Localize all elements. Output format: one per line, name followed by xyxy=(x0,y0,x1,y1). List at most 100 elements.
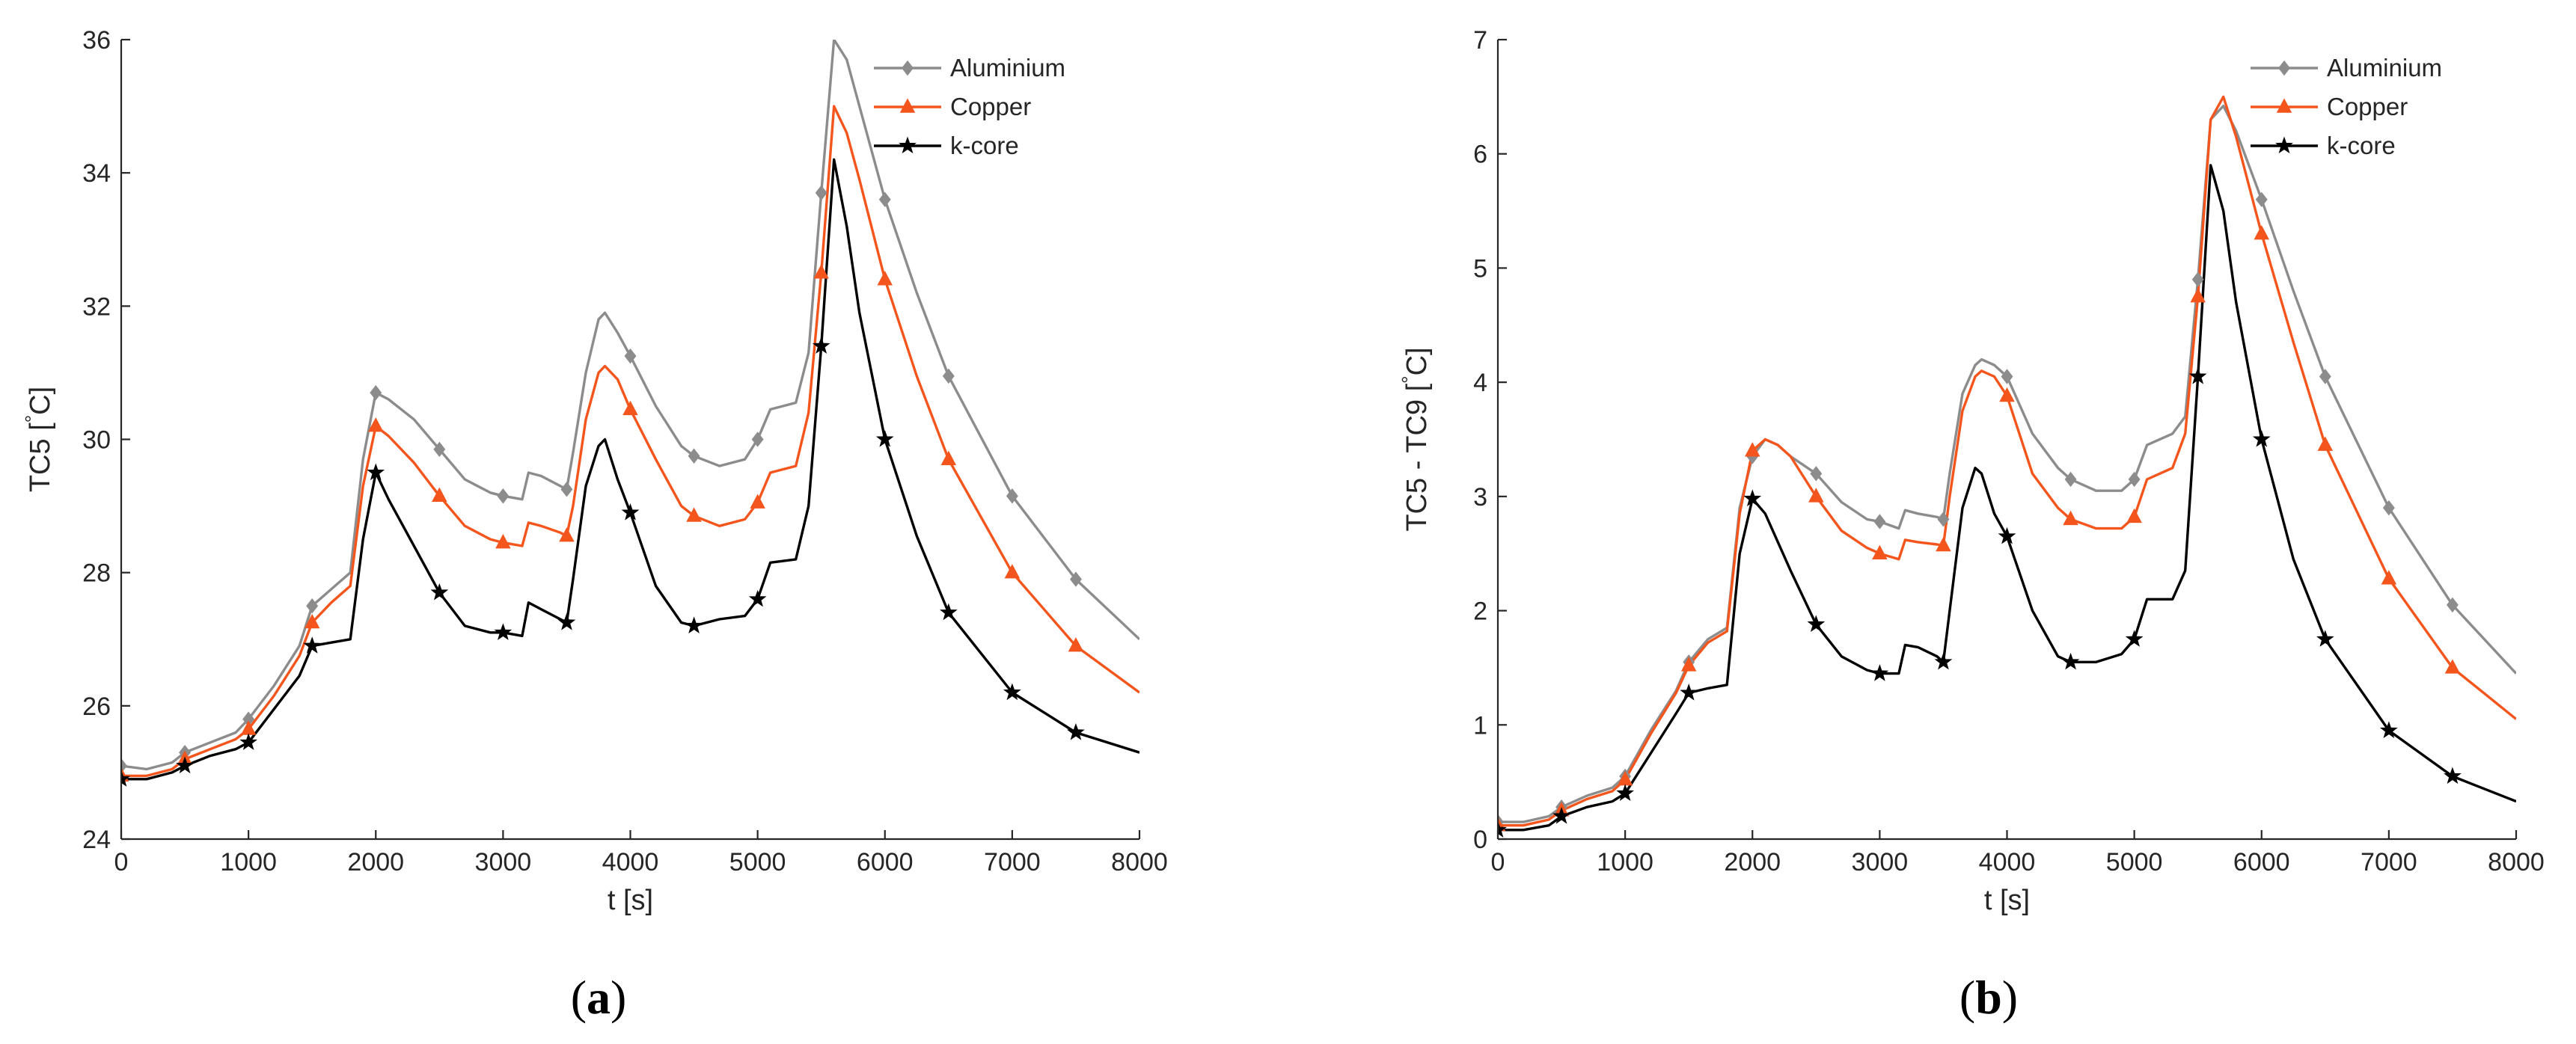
panel-a-aluminium-marker-7000 xyxy=(1006,488,1018,504)
panel-a-x-tick-label-6000: 6000 xyxy=(857,848,914,876)
panel-b-legend-marker-k-core xyxy=(2275,136,2293,154)
panel-a-x-tick-label-5000: 5000 xyxy=(729,848,786,876)
panel-a-k-core-marker-2000 xyxy=(367,463,385,481)
panel-b-x-axis-label: t [s] xyxy=(1984,885,2030,916)
panel-a-k-core-marker-3000 xyxy=(494,623,513,640)
panel-a-label-letter: a xyxy=(587,971,611,1024)
panel-a-aluminium-marker-0 xyxy=(121,758,127,774)
panel-b-k-core-marker-4000 xyxy=(1998,526,2016,544)
panel-b-legend-item-copper: Copper xyxy=(2251,93,2408,120)
panel-b-k-core-marker-3500 xyxy=(1934,652,1953,670)
panel-a-aluminium-marker-5000 xyxy=(751,432,764,447)
panel-a-series-aluminium-line xyxy=(121,40,1139,771)
panel-b-k-core-marker-1000 xyxy=(1616,784,1635,801)
panel-b-x-tick-label-5000: 5000 xyxy=(2106,848,2163,876)
panel-a-label-close: ) xyxy=(611,971,626,1024)
panel-b-aluminium-marker-7000 xyxy=(2382,500,2395,516)
panel-a-copper-marker-6000 xyxy=(877,271,893,286)
panel-a-copper-marker-2000 xyxy=(368,417,384,432)
panel-a-legend-marker-copper xyxy=(899,98,916,113)
panel-a-aluminium-marker-1500 xyxy=(306,598,319,614)
panel-b-copper-marker-7500 xyxy=(2444,659,2461,674)
panel-b-aluminium-marker-3000 xyxy=(1873,514,1886,529)
panel-a-aluminium-marker-6500 xyxy=(942,368,955,384)
panel-a-k-core-marker-2500 xyxy=(430,583,449,601)
panel-b-copper-marker-2500 xyxy=(1808,488,1824,503)
panel-b-copper-marker-7000 xyxy=(2381,570,2397,585)
panel-b-k-core-marker-5500 xyxy=(2188,367,2207,384)
panel-b-k-core-marker-3000 xyxy=(1870,664,1889,681)
panel-a-x-tick-label-7000: 7000 xyxy=(984,848,1041,876)
panel-a-aluminium-marker-5500 xyxy=(815,185,827,201)
panel-b-x-tick-label-6000: 6000 xyxy=(2233,848,2290,876)
panel-a-copper-marker-1500 xyxy=(304,613,320,629)
panel-b-k-core-marker-2500 xyxy=(1807,615,1826,632)
panel-a-aluminium-marker-2500 xyxy=(433,441,446,458)
panel-b-copper-marker-6000 xyxy=(2254,225,2269,240)
panel-a-x-axis-label: t [s] xyxy=(608,885,653,916)
panel-b-x-tick-label-7000: 7000 xyxy=(2361,848,2417,876)
panel-a-copper-marker-4000 xyxy=(622,400,638,416)
panel-a-y-axis-label: TC5 [°C] xyxy=(21,387,56,492)
panel-b-copper-marker-5000 xyxy=(2126,508,2142,523)
panel-a-k-core-marker-4500 xyxy=(685,616,703,634)
panel-a-plot-area xyxy=(121,40,1139,787)
panel-b: 0 1000 2000 3000 4000 5000 6000 7000 8000 0 1 2 3 4 5 6… xyxy=(1398,26,2545,916)
panel-b-copper-marker-1500 xyxy=(1680,657,1697,672)
panel-a-y-tick-label-26: 26 xyxy=(82,693,111,721)
panel-a-k-core-marker-5000 xyxy=(748,589,767,607)
panel-b-legend-marker-aluminium xyxy=(2278,60,2290,76)
panel-a-legend-label-aluminium: Aluminium xyxy=(950,54,1065,82)
panel-a-copper-marker-3500 xyxy=(559,527,575,542)
panel-b-k-core-marker-4500 xyxy=(2061,652,2080,670)
panel-b-copper-marker-3000 xyxy=(1872,544,1888,559)
panel-a-y-tick-label-36: 36 xyxy=(82,26,111,55)
panel-b-legend-label-k-core: k-core xyxy=(2327,132,2396,159)
panel-a-x-tick-label-3000: 3000 xyxy=(475,848,532,876)
panel-b-legend-item-k-core: k-core xyxy=(2251,132,2396,159)
panel-b-copper-marker-4000 xyxy=(1999,387,2015,402)
panel-a-legend-item-copper: Copper xyxy=(874,93,1031,120)
panel-b-aluminium-marker-2500 xyxy=(1810,466,1823,482)
panel-b-k-core-marker-5000 xyxy=(2125,630,2144,647)
panel-b-series-aluminium-line xyxy=(1498,104,2516,823)
panel-a-x-tick-label-8000: 8000 xyxy=(1111,848,1168,876)
panel-b-copper-marker-6500 xyxy=(2317,436,2334,451)
panel-b-label-open: ( xyxy=(1959,971,1975,1024)
panel-a-k-core-marker-6000 xyxy=(875,430,894,447)
panel-a-aluminium-marker-4500 xyxy=(688,448,700,464)
panel-b-aluminium-marker-4500 xyxy=(2064,471,2077,488)
panel-a-legend-item-k-core: k-core xyxy=(874,132,1019,159)
panel-b-aluminium-marker-5000 xyxy=(2128,471,2141,488)
panel-a-k-core-marker-3500 xyxy=(557,613,576,630)
panel-a-aluminium-marker-3500 xyxy=(560,482,573,497)
panel-b-aluminium-marker-3500 xyxy=(1937,512,1950,527)
panel-b-legend-item-aluminium: Aluminium xyxy=(2251,54,2442,82)
panel-a-copper-marker-5500 xyxy=(813,264,829,279)
panel-b-k-core-marker-500 xyxy=(1552,807,1570,824)
panel-b-y-tick-label-3: 3 xyxy=(1473,483,1487,512)
panel-a-series-k-core-line xyxy=(121,158,1139,781)
panel-a-copper-marker-6500 xyxy=(940,450,957,465)
panel-b-aluminium-marker-4000 xyxy=(2001,369,2013,384)
panel-b-x-tick-label-2000: 2000 xyxy=(1724,848,1781,876)
panel-b-aluminium-marker-5500 xyxy=(2191,271,2204,287)
panel-b-x-tick-label-1000: 1000 xyxy=(1597,848,1653,876)
panel-b-copper-marker-2000 xyxy=(1745,442,1760,457)
panel-a-aluminium-marker-3000 xyxy=(497,488,510,504)
panel-a-y-tick-label-32: 32 xyxy=(82,292,111,321)
panel-a-aluminium-marker-2000 xyxy=(370,384,382,401)
panel-a-x-tick-label-4000: 4000 xyxy=(602,848,659,876)
panel-a-y-tick-label-28: 28 xyxy=(82,559,111,588)
panel-b-k-core-marker-2000 xyxy=(1743,489,1762,507)
panel-b-y-axis-label: TC5 - TC9 [°C] xyxy=(1398,347,1433,531)
panel-b-aluminium-marker-7500 xyxy=(2446,597,2459,613)
panel-a-y-tick-label-30: 30 xyxy=(82,426,111,455)
panel-b-k-core-marker-6000 xyxy=(2252,430,2271,447)
panel-a-copper-marker-7500 xyxy=(1068,637,1084,652)
panel-a-k-core-marker-0 xyxy=(121,770,130,787)
panel-a-x-tick-label-2000: 2000 xyxy=(347,848,404,876)
panel-a-legend-item-aluminium: Aluminium xyxy=(874,54,1065,82)
panel-a-k-core-marker-1500 xyxy=(303,636,321,654)
